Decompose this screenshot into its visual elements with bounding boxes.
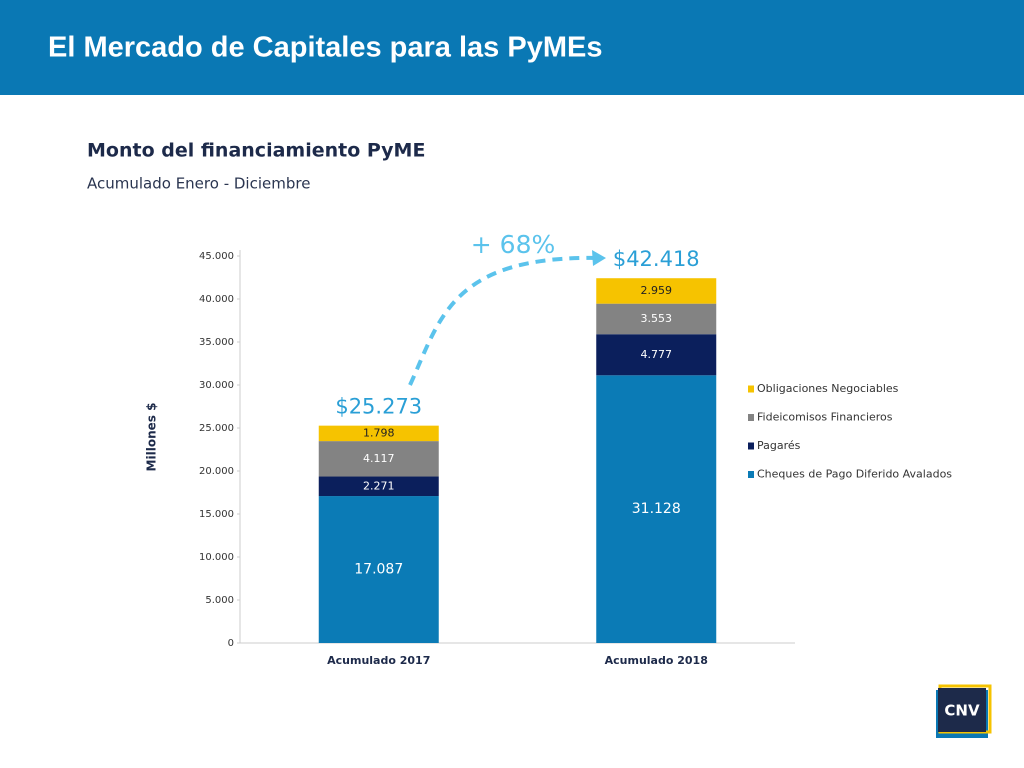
x-tick-label: Acumulado 2017 — [327, 654, 430, 667]
value-label: 4.777 — [641, 348, 673, 361]
arrow-head — [592, 250, 606, 266]
y-tick-label: 10.000 — [199, 552, 234, 563]
value-label: 2.271 — [363, 479, 395, 492]
value-label: 31.128 — [632, 501, 681, 517]
growth-annotation: + 68% — [471, 230, 555, 259]
bar-segment — [318, 425, 439, 442]
y-tick-label: 15.000 — [199, 509, 234, 520]
bar-segment — [596, 303, 717, 335]
value-label: 2.959 — [641, 284, 673, 297]
bar-segment — [318, 441, 439, 477]
chart-subtitle: Acumulado Enero - Diciembre — [87, 175, 310, 193]
total-label: $42.418 — [613, 247, 700, 271]
y-tick-label: 45.000 — [199, 251, 234, 262]
legend-label: Fideicomisos Financieros — [757, 411, 893, 424]
value-label: 4.117 — [363, 452, 395, 465]
header-bar — [0, 0, 1024, 95]
logo: CNV — [936, 684, 992, 738]
legend-label: Cheques de Pago Diferido Avalados — [757, 468, 952, 481]
growth-arrow — [408, 255, 601, 386]
legend-swatch — [748, 414, 754, 421]
slide-title: El Mercado de Capitales para las PyMEs — [48, 32, 602, 64]
bar-segment — [596, 334, 717, 376]
bar-segment — [596, 278, 717, 304]
y-tick-label: 20.000 — [199, 466, 234, 477]
y-axis-label: Millones $ — [145, 403, 159, 472]
y-tick-label: 35.000 — [199, 337, 234, 348]
value-label: 1.798 — [363, 426, 395, 439]
chart-title: Monto del financiamiento PyME — [87, 140, 425, 162]
x-tick-label: Acumulado 2018 — [605, 654, 708, 667]
logo-text: CNV — [944, 702, 980, 720]
value-label: 3.553 — [641, 312, 673, 325]
y-tick-label: 40.000 — [199, 294, 234, 305]
y-tick-label: 30.000 — [199, 380, 234, 391]
y-tick-label: 5.000 — [205, 595, 234, 606]
bar-segment — [318, 476, 439, 497]
legend-label: Pagarés — [757, 439, 801, 452]
bar-segment — [318, 496, 439, 643]
legend-swatch — [748, 471, 754, 478]
y-tick-label: 0 — [228, 638, 234, 649]
y-tick-label: 25.000 — [199, 423, 234, 434]
value-label: 17.087 — [354, 562, 403, 578]
legend-swatch — [748, 385, 754, 393]
legend-swatch — [748, 442, 754, 450]
total-label: $25.273 — [335, 395, 422, 419]
bar-segment — [596, 375, 717, 643]
legend-label: Obligaciones Negociables — [757, 382, 899, 395]
